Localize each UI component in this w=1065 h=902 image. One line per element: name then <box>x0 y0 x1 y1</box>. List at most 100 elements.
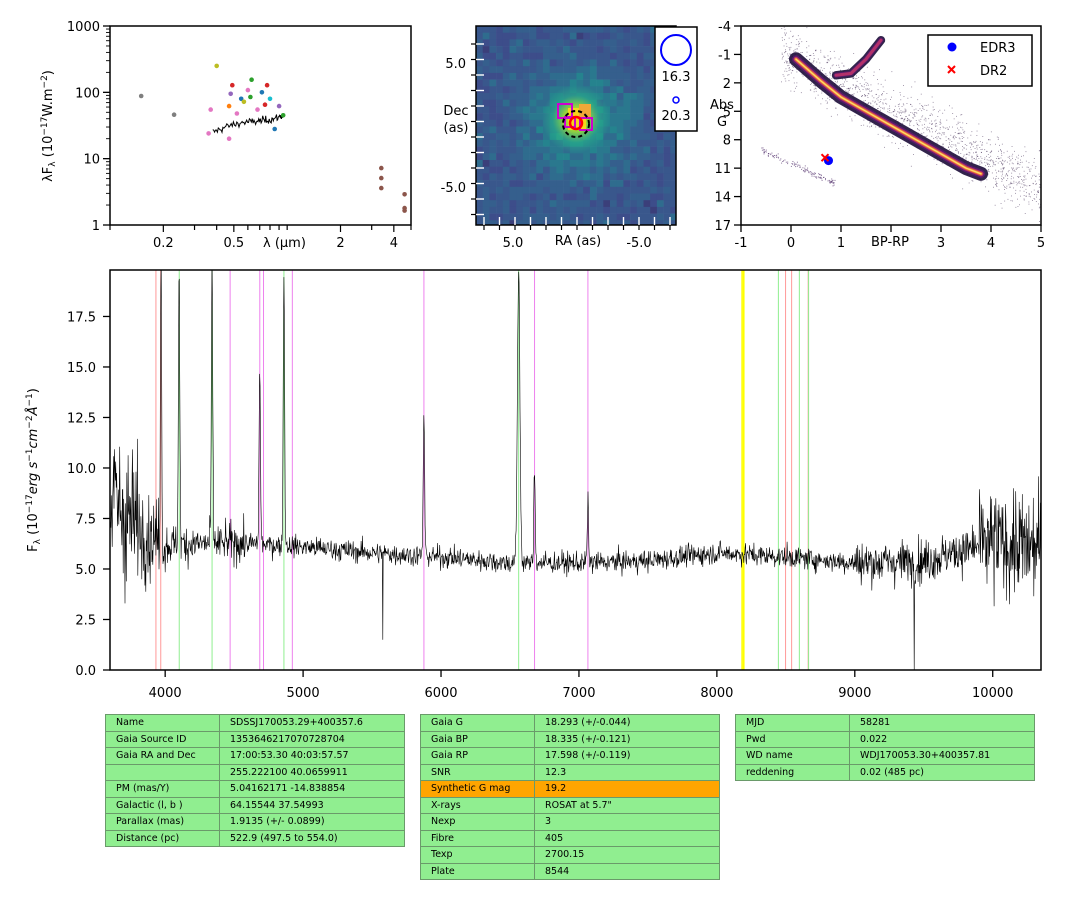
hr-field-star <box>1006 161 1008 163</box>
image-pixel <box>603 26 611 33</box>
hr-field-star <box>901 106 903 107</box>
image-pixel <box>589 206 597 214</box>
image-pixel <box>610 153 617 161</box>
hr-field-star <box>1028 168 1030 170</box>
hr-field-star <box>995 169 997 171</box>
hr-field-star <box>982 136 984 137</box>
hr-field-star <box>909 121 911 123</box>
hr-field-star <box>788 68 790 70</box>
image-pixel <box>549 32 557 40</box>
sed-point-8 <box>230 82 235 88</box>
image-pixel <box>536 173 544 181</box>
image-pixel <box>489 139 497 147</box>
hr-field-star <box>787 61 789 63</box>
image-pixel <box>603 173 611 181</box>
image-pixel <box>603 99 611 107</box>
hr-field-star <box>977 159 979 161</box>
hr-field-star <box>902 112 904 113</box>
image-pixel <box>522 99 530 107</box>
hr-wd-star <box>828 179 830 181</box>
image-pixel <box>482 46 490 54</box>
hr-field-star <box>1013 180 1015 182</box>
image-pixel <box>576 52 584 60</box>
hr-field-star <box>784 52 785 54</box>
image-pixel <box>589 46 597 54</box>
hr-wd-star <box>777 153 779 155</box>
image-pixel <box>576 200 584 208</box>
spectrum-ytick-label: 7.5 <box>75 512 96 527</box>
image-pixel <box>603 153 611 161</box>
image-pixel <box>476 32 483 40</box>
hr-wd-star <box>817 176 819 178</box>
hr-field-star <box>820 51 822 53</box>
hr-field-star <box>1043 177 1044 178</box>
hr-field-star <box>868 84 869 86</box>
hr-field-star <box>1035 184 1037 185</box>
dr2-point <box>820 153 830 162</box>
table-key: Galactic (l, b ) <box>105 796 220 814</box>
table-row: Fibre 405 <box>420 829 720 847</box>
image-pixel <box>549 193 557 201</box>
table-key: Gaia G <box>420 714 535 732</box>
hr-field-star <box>900 94 901 96</box>
hr-field-star <box>829 72 831 74</box>
hr-wd-star <box>816 177 818 179</box>
hr-field-star <box>891 71 893 73</box>
hr-field-star <box>916 124 918 126</box>
image-pixel <box>536 220 544 225</box>
image-pixel <box>502 139 510 147</box>
hr-field-star <box>961 138 963 139</box>
hr-field-star <box>924 117 926 119</box>
sed-ylabel: λFλ (10−17W.m−2) <box>40 70 58 182</box>
hr-field-star <box>905 116 907 118</box>
hr-wd-star <box>814 172 816 174</box>
image-pixel <box>543 146 550 154</box>
image-pixel <box>610 52 617 60</box>
image-pixel <box>663 180 671 188</box>
hr-field-star <box>993 163 995 165</box>
image-pixel <box>603 59 611 67</box>
image-pixel <box>536 113 544 121</box>
hr-field-star <box>1021 183 1023 185</box>
hr-wd-star <box>764 150 766 152</box>
hr-field-star <box>1039 176 1040 177</box>
hr-field-star <box>872 100 874 102</box>
hr-field-star <box>1014 150 1015 152</box>
hr-field-star <box>827 97 829 99</box>
image-pixel <box>563 220 571 225</box>
hr-field-star <box>922 108 924 109</box>
image-pixel <box>489 26 497 33</box>
image-pixel <box>569 39 577 47</box>
image-pixel <box>496 39 504 47</box>
image-pixel <box>556 180 564 188</box>
image-pixel <box>583 39 591 47</box>
hr-field-star <box>1002 170 1004 172</box>
hr-field-star <box>830 57 832 59</box>
image-pixel <box>656 139 664 147</box>
hr-field-star <box>1035 183 1037 184</box>
hr-field-star <box>1017 167 1018 169</box>
hr-field-star <box>961 136 963 137</box>
image-pixel <box>643 133 651 141</box>
image-pixel <box>556 213 564 221</box>
image-pixel <box>522 126 530 134</box>
hr-field-star <box>992 162 994 164</box>
hr-field-star <box>919 108 921 110</box>
hr-field-star <box>1006 150 1008 152</box>
hr-field-star <box>1023 170 1025 172</box>
image-pixel <box>589 26 597 33</box>
image-pixel <box>476 206 483 214</box>
hr-field-star <box>788 80 790 82</box>
hr-field-star <box>795 87 796 89</box>
hr-field-star <box>828 60 830 62</box>
hr-field-star <box>1001 154 1003 156</box>
image-pixel <box>522 32 530 40</box>
image-pixel <box>610 79 617 87</box>
hr-field-star <box>922 106 924 108</box>
hr-field-star <box>938 136 939 138</box>
hr-field-star <box>931 120 932 122</box>
info-table-left: Name SDSSJ170053.29+400357.6 Gaia Source I… <box>105 714 405 847</box>
hr-field-star <box>848 88 850 90</box>
table-key: SNR <box>420 763 535 781</box>
image-pixel <box>623 93 631 100</box>
